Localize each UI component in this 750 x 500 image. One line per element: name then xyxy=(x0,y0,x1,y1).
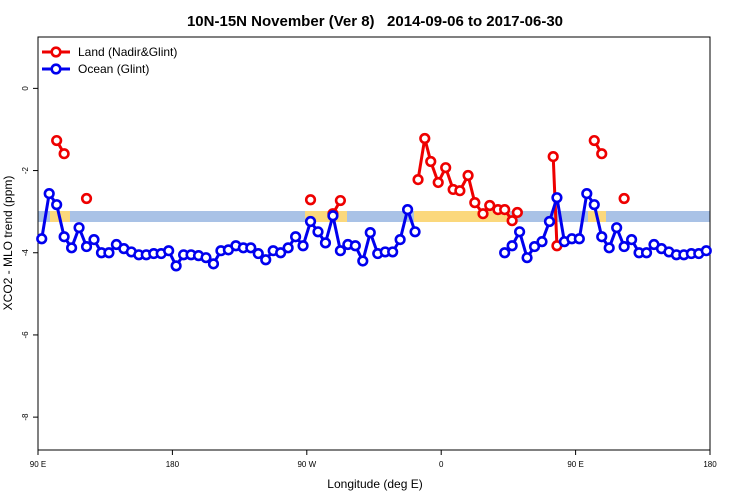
point xyxy=(596,148,608,160)
point xyxy=(462,169,474,182)
x-tick-label: 180 xyxy=(166,460,180,469)
point xyxy=(547,150,559,163)
point xyxy=(573,233,585,245)
point xyxy=(65,242,78,254)
plot-frame xyxy=(37,36,711,451)
point xyxy=(618,240,630,253)
point xyxy=(521,252,533,264)
point xyxy=(603,242,615,254)
x-axis-label: Longitude (deg E) xyxy=(327,477,422,491)
point xyxy=(402,203,414,216)
point xyxy=(499,247,511,259)
point xyxy=(588,199,600,211)
point xyxy=(357,255,369,267)
point xyxy=(260,254,272,266)
point xyxy=(412,173,424,186)
y-tick-label: -2 xyxy=(21,166,30,174)
point xyxy=(349,240,361,252)
point xyxy=(304,194,317,206)
point xyxy=(506,215,518,227)
legend-marker xyxy=(50,46,62,58)
legend-label: Land (Nadir&Glint) xyxy=(78,45,177,59)
land-band xyxy=(414,211,510,222)
x-tick-label: 180 xyxy=(703,460,717,469)
point xyxy=(387,246,399,258)
point xyxy=(543,215,556,228)
point xyxy=(440,162,452,174)
point xyxy=(170,260,182,272)
x-tick-label: 90 E xyxy=(30,460,46,469)
point xyxy=(484,199,496,212)
point xyxy=(88,233,100,246)
point xyxy=(51,199,63,211)
y-tick-label: -6 xyxy=(21,331,30,339)
point xyxy=(207,258,220,270)
point xyxy=(334,245,347,257)
point xyxy=(245,242,257,254)
point xyxy=(290,231,302,243)
point xyxy=(58,231,70,243)
y-tick-label: 0 xyxy=(21,86,30,91)
land-band xyxy=(305,211,347,222)
point xyxy=(625,233,638,246)
point xyxy=(611,222,623,234)
point xyxy=(511,206,523,219)
point xyxy=(513,226,526,238)
legend-marker xyxy=(50,63,62,75)
point xyxy=(275,247,287,259)
point xyxy=(499,203,511,216)
point xyxy=(419,132,431,145)
point xyxy=(536,236,548,248)
point xyxy=(80,192,93,205)
point xyxy=(282,242,294,254)
point xyxy=(364,227,376,239)
point xyxy=(43,187,55,200)
point xyxy=(36,233,48,245)
point xyxy=(618,192,630,205)
point xyxy=(80,240,93,253)
point xyxy=(312,226,324,238)
point xyxy=(425,155,437,168)
x-tick-label: 0 xyxy=(439,460,444,469)
x-tick-label: 90 W xyxy=(297,460,316,469)
point xyxy=(304,215,317,228)
point xyxy=(477,208,489,220)
point xyxy=(319,237,332,249)
point xyxy=(596,231,608,243)
y-tick-label: -4 xyxy=(21,249,30,257)
point xyxy=(163,245,175,257)
point xyxy=(432,176,444,189)
y-axis-label: XCO2 - MLO trend (ppm) xyxy=(1,176,15,311)
point xyxy=(506,240,518,252)
point xyxy=(252,247,264,260)
point xyxy=(700,245,712,257)
y-tick-label: -8 xyxy=(21,413,30,421)
point xyxy=(73,222,85,234)
point xyxy=(640,247,653,259)
point xyxy=(588,134,600,147)
point xyxy=(297,240,309,252)
point xyxy=(581,187,593,200)
point xyxy=(334,194,347,207)
point xyxy=(51,134,63,147)
point xyxy=(200,252,212,264)
point xyxy=(394,233,406,246)
point xyxy=(327,210,339,222)
point xyxy=(58,148,70,160)
point xyxy=(469,197,481,209)
point xyxy=(454,185,466,197)
point xyxy=(409,226,421,238)
point xyxy=(528,240,541,253)
chart-title: 10N-15N November (Ver 8) 2014-09-06 to 2… xyxy=(187,13,563,30)
legend-label: Ocean (Glint) xyxy=(78,62,149,76)
point xyxy=(551,192,563,204)
point xyxy=(103,247,115,259)
x-tick-label: 90 E xyxy=(567,460,583,469)
ocean-band xyxy=(38,211,710,222)
